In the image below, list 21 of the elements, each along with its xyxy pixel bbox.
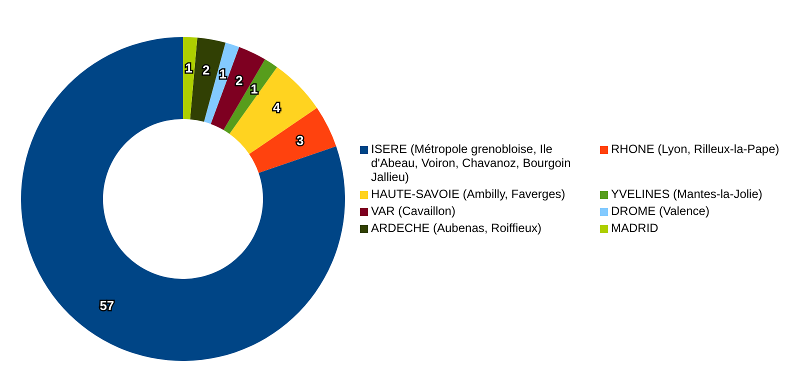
donut-slice (190, 38, 226, 122)
data-label: 1 (250, 82, 258, 97)
data-label: 3 (296, 132, 304, 148)
donut-slice (21, 37, 345, 361)
data-label: 4 (273, 100, 282, 115)
data-label: 57 (100, 298, 114, 314)
legend-label: HAUTE-SAVOIE (Ambilly, Faverges) (371, 187, 566, 201)
data-label: 1 (219, 66, 227, 82)
data-label: 2 (235, 73, 243, 88)
data-label: 1 (185, 60, 192, 76)
legend-label: DROME (Valence) (611, 204, 710, 218)
legend-label: ISERE (Métropole grenobloise, Ile d'Abeau, Voiron, Chavanoz, Bourgoin Jallieu) (371, 142, 572, 184)
data-label: 2 (202, 62, 210, 78)
donut-slice (229, 67, 317, 154)
donut-slice (183, 37, 198, 120)
legend-label: RHONE (Lyon, Rilleux-la-Pape) (611, 142, 780, 156)
legend-label: ARDECHE (Aubenas, Roiffieux) (371, 221, 542, 235)
legend-label: MADRID (611, 221, 658, 235)
legend-label: YVELINES (Mantes-la-Jolie) (611, 187, 762, 201)
legend-label: VAR (Cavaillon) (371, 204, 456, 218)
donut-slice (210, 47, 266, 130)
